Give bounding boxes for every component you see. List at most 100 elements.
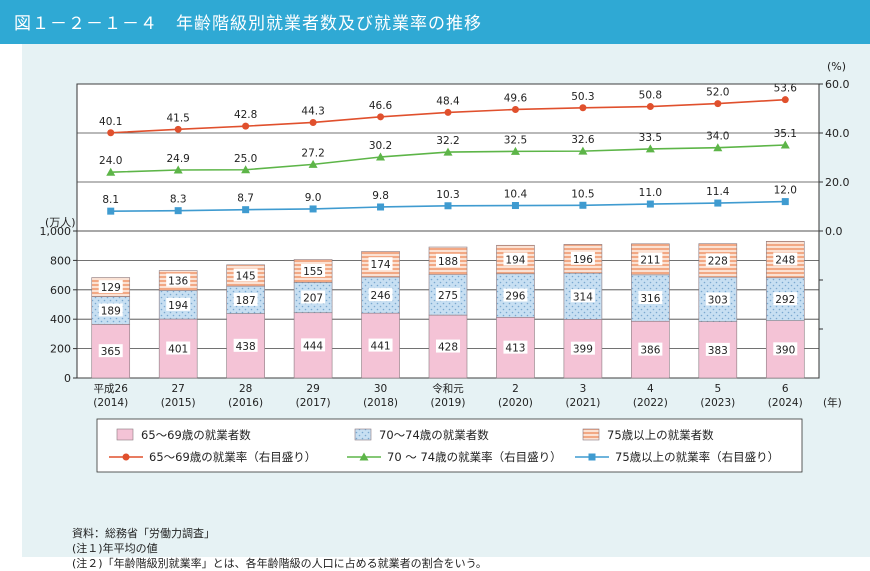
square-marker — [511, 202, 519, 210]
circle-marker — [122, 453, 130, 461]
bar-label-bg — [166, 341, 191, 355]
square-marker — [309, 205, 317, 213]
left-tick-label: 200 — [50, 343, 71, 356]
triangle-marker — [376, 152, 386, 161]
chart-panel: 365 189 129 401 194 136 438 187 145 444 207 155 441 2… — [22, 44, 870, 570]
bar-label-bg — [233, 292, 258, 306]
square-marker — [646, 200, 654, 208]
line-value-label: 30.2 — [369, 140, 392, 152]
bar-label-bg — [773, 342, 798, 356]
bar-value-label: 444 — [303, 340, 323, 352]
x-axis-suffix: (年) — [823, 396, 842, 409]
line-value-label: 11.4 — [706, 186, 730, 198]
x-tick-year: (2017) — [296, 397, 331, 409]
bar-label-bg — [503, 288, 528, 302]
bar-value-label: 399 — [573, 344, 593, 356]
chart-svg: 3651891294011941364381871454442071554412… — [40, 60, 850, 473]
legend: 65～69歳の就業者数 70～74歳の就業者数 75歳以上の就業者数 65～69歳の就… — [96, 418, 803, 473]
triangle-marker — [780, 140, 790, 149]
right-tick-label: 0.0 — [825, 225, 843, 238]
legend-line-label: 65～69歳の就業率（右目盛り） — [149, 450, 316, 464]
square-marker — [107, 207, 115, 215]
line-value-label: 24.9 — [166, 153, 189, 165]
square-marker — [714, 199, 722, 207]
x-tick-era: 28 — [239, 383, 252, 395]
bar-value-label: 303 — [708, 294, 728, 306]
square-marker — [579, 201, 587, 209]
bar-label-bg — [368, 257, 393, 271]
circle-marker — [444, 108, 452, 116]
line-value-label: 12.0 — [774, 185, 797, 197]
bar-value-label: 174 — [371, 259, 391, 271]
x-tick-era: 2 — [512, 383, 519, 395]
legend-line-label: 70 ～ 74歳の就業率（右目盛り） — [387, 450, 562, 464]
line-value-label: 10.4 — [504, 189, 528, 201]
bar-label-bg — [705, 342, 730, 356]
bar-label-bg — [436, 253, 460, 267]
bar-value-label: 365 — [101, 346, 121, 358]
bar-value-label: 246 — [371, 290, 391, 302]
bar-value-label: 292 — [775, 294, 795, 306]
line-value-label: 33.5 — [639, 132, 662, 144]
bar-label-bg — [773, 252, 798, 266]
x-tick-era: 令和元 — [432, 382, 464, 395]
x-tick-year: (2019) — [431, 397, 466, 409]
bar-value-label: 194 — [505, 255, 525, 267]
circle-marker — [174, 125, 182, 133]
bar-label-bg — [638, 342, 663, 356]
bar-label-bg — [773, 292, 798, 306]
line-value-label: 25.0 — [234, 153, 257, 165]
line-value-label: 8.1 — [102, 194, 119, 206]
bar-label-bg — [233, 268, 258, 282]
note-source: 資料：総務省「労働力調査」 — [72, 527, 215, 540]
notes: 資料：総務省「労働力調査」 (注１)年平均の値 (注２)「年齢階級別就業率」とは… — [72, 526, 487, 571]
bar-label-bg — [98, 344, 123, 358]
line-value-label: 48.4 — [436, 95, 460, 107]
bar-label-bg — [301, 290, 326, 304]
circle-marker — [579, 104, 587, 112]
bar-value-label: 275 — [438, 290, 458, 302]
line-value-label: 49.6 — [504, 92, 528, 104]
legend-bar-label: 70～74歳の就業者数 — [379, 428, 489, 442]
bar-label-bg — [705, 292, 730, 306]
circle-marker — [714, 100, 722, 108]
line-value-label: 46.6 — [369, 100, 393, 112]
left-tick-label: 0 — [64, 372, 71, 385]
bar-label-bg — [638, 291, 663, 305]
x-tick-era: 27 — [171, 383, 184, 395]
bar-value-label: 188 — [438, 256, 458, 268]
x-tick-era: 平成26 — [94, 383, 129, 395]
header-banner: 図１－２－１－４ 年齢階級別就業者数及び就業率の推移 — [0, 0, 870, 44]
line-value-label: 24.0 — [99, 155, 122, 167]
bar-value-label: 441 — [371, 341, 391, 353]
line-value-label: 42.8 — [234, 109, 257, 121]
line-value-label: 8.3 — [170, 194, 187, 206]
triangle-marker — [510, 146, 520, 155]
x-tick-era: 4 — [647, 383, 654, 395]
bar-value-label: 211 — [640, 254, 660, 266]
triangle-marker — [645, 144, 655, 153]
bar-value-label: 187 — [236, 295, 256, 307]
bar-label-bg — [98, 280, 123, 294]
line-value-label: 52.0 — [706, 87, 729, 99]
bar-label-bg — [166, 273, 191, 287]
line-value-label: 27.2 — [301, 147, 324, 159]
note-2: (注２)「年齢階級別就業率」とは、各年齢階級の人口に占める就業者の割合をいう。 — [72, 557, 487, 570]
line-value-label: 10.3 — [436, 189, 459, 201]
header-bar — [0, 0, 870, 44]
bar-value-label: 129 — [101, 282, 121, 294]
right-tick-label: 60.0 — [825, 78, 850, 91]
bar-value-label: 428 — [438, 342, 458, 354]
x-tick-year: (2014) — [93, 397, 128, 409]
striped-orange-swatch — [582, 428, 600, 441]
right-unit-label: (%) — [827, 60, 846, 73]
bar-value-label: 228 — [708, 255, 728, 267]
square-marker — [444, 202, 452, 210]
circle-marker — [242, 122, 250, 130]
bar-label-bg — [233, 338, 258, 352]
bar-65-69 — [226, 313, 265, 379]
bar-value-label: 136 — [168, 276, 188, 288]
line-value-label: 10.5 — [571, 188, 594, 200]
legend-line-label: 75歳以上の就業率（右目盛り） — [615, 450, 779, 464]
left-tick-label: 1,000 — [40, 225, 72, 238]
